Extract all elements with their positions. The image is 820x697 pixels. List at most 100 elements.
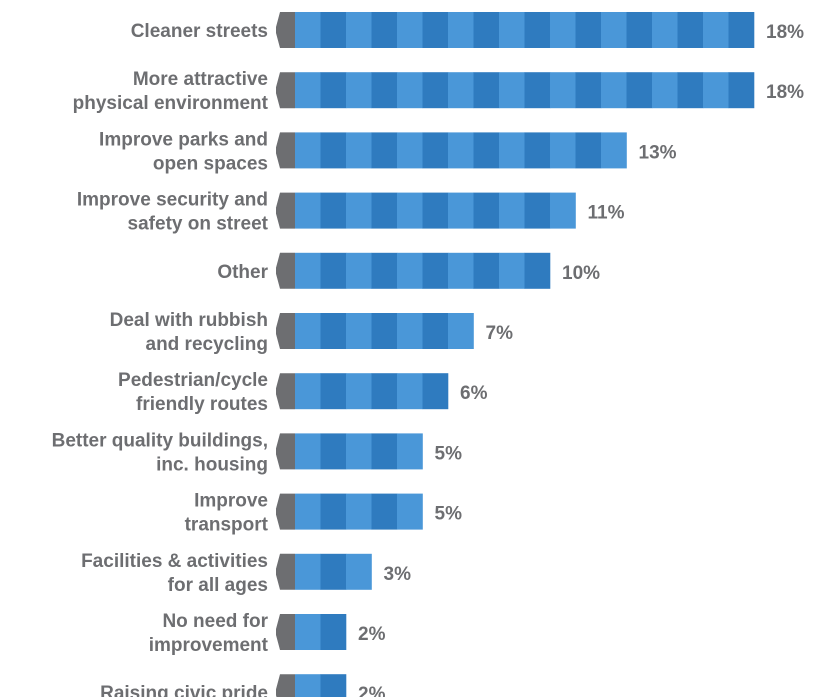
value-label: 5% <box>435 504 463 525</box>
bar-stripe <box>295 72 321 109</box>
bar-stripe <box>295 433 321 470</box>
bar-stripe <box>346 252 372 289</box>
category-label-line: friendly routes <box>136 394 268 415</box>
bar-stripe <box>677 12 704 48</box>
bar-stripe <box>371 252 398 289</box>
bar-stripe <box>499 72 525 109</box>
bar-stripe <box>422 132 449 169</box>
bar-stripe <box>295 132 321 169</box>
bar <box>295 493 423 530</box>
bar-stripe <box>320 72 347 109</box>
value-label: 13% <box>639 142 677 163</box>
bar-stripe <box>499 252 525 289</box>
bar-stripe <box>371 132 398 169</box>
bar-stripe <box>626 12 653 48</box>
bar <box>295 313 474 349</box>
bar-stripe <box>371 493 398 530</box>
bar-group: Pedestrian/cycle friendly routes 6% <box>118 370 488 415</box>
bar-stripe <box>422 192 449 229</box>
bar-stripe <box>320 132 347 169</box>
category-label: Other <box>217 262 268 283</box>
value-label: 11% <box>588 203 625 224</box>
bar-stripe <box>703 72 729 109</box>
category-label: Improve transport <box>185 491 269 536</box>
bar-stripe <box>320 433 347 470</box>
bar-stripe <box>524 252 551 289</box>
category-label-line: improvement <box>149 635 269 656</box>
bar-stripe <box>320 674 347 697</box>
category-label-line: Improve security and <box>77 190 268 211</box>
bar-stripe <box>397 252 423 289</box>
bar-group: More attractive physical environment 18% <box>73 69 804 114</box>
category-label-line: inc. housing <box>156 454 268 475</box>
bar-stripe <box>320 252 347 289</box>
bar-stripe <box>601 72 627 109</box>
bar-arrow-cap <box>276 252 295 289</box>
category-label-line: Improve parks and <box>99 129 268 150</box>
bar-stripe <box>397 493 423 530</box>
bar-stripe <box>473 132 500 169</box>
bar-stripe <box>346 313 372 349</box>
bar-stripe <box>448 12 474 48</box>
category-label-line: transport <box>185 515 269 536</box>
bar-stripe <box>550 72 576 109</box>
category-label: Raising civic pride <box>100 683 268 697</box>
bar-stripe <box>320 313 347 349</box>
bar-arrow-cap <box>276 674 295 697</box>
bar-stripe <box>448 132 474 169</box>
bar-stripe <box>295 373 321 410</box>
bar-group: Cleaner streets 18% <box>131 12 804 48</box>
category-label: Cleaner streets <box>131 21 268 42</box>
value-label: 18% <box>766 82 804 103</box>
bar-stripe <box>575 132 602 169</box>
category-label: More attractive physical environment <box>73 69 269 114</box>
bar-arrow-cap <box>276 132 295 169</box>
bar-group: Improve security and safety on street 11% <box>77 190 625 235</box>
bar-stripe <box>371 192 398 229</box>
bar-stripe <box>320 373 347 410</box>
bar-stripe <box>295 192 321 229</box>
value-label: 5% <box>435 443 463 464</box>
bar-stripe <box>295 674 321 697</box>
bar-stripe <box>320 12 347 48</box>
bar-stripe <box>346 553 372 590</box>
bar-stripe <box>346 12 372 48</box>
value-label: 18% <box>766 22 804 43</box>
bar-stripe <box>601 12 627 48</box>
bar-stripe <box>448 192 474 229</box>
bar-stripe <box>677 72 704 109</box>
bar-stripe <box>524 12 551 48</box>
value-label: 6% <box>460 383 488 404</box>
bar-group: Deal with rubbish and recycling 7% <box>110 310 513 355</box>
bar-stripe <box>295 313 321 349</box>
bar-stripe <box>652 12 678 48</box>
bar-stripe <box>397 313 423 349</box>
category-label-line: open spaces <box>153 153 268 174</box>
bar <box>295 614 347 650</box>
bar-stripe <box>473 12 500 48</box>
category-label-line: Cleaner streets <box>131 21 268 42</box>
bar-stripe <box>397 373 423 410</box>
category-label-line: Raising civic pride <box>100 683 268 697</box>
bar <box>295 553 372 590</box>
bar-group: Raising civic pride 2% <box>100 674 386 697</box>
bar <box>295 674 347 697</box>
bar-stripe <box>524 132 551 169</box>
category-label-line: No need for <box>162 611 268 632</box>
bar <box>295 132 627 169</box>
bar-stripe <box>550 192 576 229</box>
value-label: 3% <box>384 564 412 585</box>
bar-stripe <box>397 132 423 169</box>
bar-stripe <box>728 12 755 48</box>
category-label: No need for improvement <box>149 611 269 656</box>
bar-stripe <box>320 553 347 590</box>
bar-group: Other 10% <box>217 252 600 289</box>
bar-stripe <box>499 192 525 229</box>
bar <box>295 433 423 470</box>
bar-stripe <box>371 373 398 410</box>
category-label-line: Other <box>217 262 268 283</box>
bar-stripe <box>320 493 347 530</box>
bar-stripe <box>601 132 627 169</box>
bar-stripe <box>397 192 423 229</box>
category-label-line: Facilities & activities <box>81 551 268 572</box>
